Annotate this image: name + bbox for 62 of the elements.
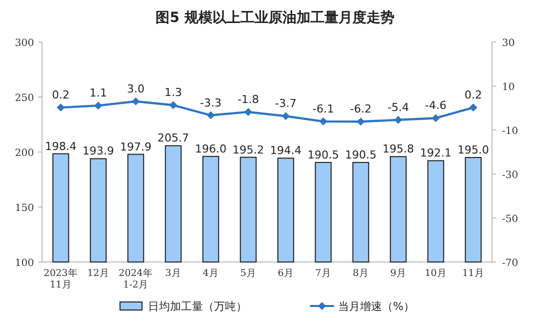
y-tick-label: 200: [14, 148, 34, 159]
point: [244, 108, 252, 116]
data-label: 1.3: [164, 86, 182, 100]
x-tick-label: 7月: [315, 268, 332, 279]
x-tick-label: 9月: [390, 268, 406, 279]
x-tick-label: 2024年 1-2月: [118, 267, 153, 290]
point: [132, 97, 140, 106]
y2-tick-label: -30: [502, 170, 518, 181]
point: [206, 111, 215, 120]
x-tick-label: 12月: [87, 268, 110, 279]
data-label: -3.3: [200, 96, 222, 110]
y-tick-label: 250: [14, 93, 34, 104]
point: [356, 118, 365, 126]
y2-tick-label: -10: [502, 126, 518, 137]
x-tick-label: 5月: [240, 268, 256, 279]
chart-title: 图5 规模以上工业原油加工量月度走势: [156, 9, 394, 26]
y2-tick-label: 10: [502, 82, 515, 93]
data-label: 197.9: [120, 140, 152, 154]
y-tick-label: 300: [14, 38, 34, 49]
y2-tick-label: 30: [502, 38, 515, 49]
data-label: -5.4: [388, 100, 409, 114]
point: [432, 114, 440, 122]
point: [56, 104, 65, 112]
x-tick-label: 4月: [202, 268, 219, 279]
x-tick-label: 8月: [352, 268, 369, 279]
data-label: 190.5: [308, 148, 339, 162]
y2-tick-label: -70: [502, 258, 518, 269]
point: [282, 112, 290, 120]
data-label: 3.0: [127, 82, 144, 96]
data-label: 198.4: [45, 140, 76, 153]
y-tick-label: 150: [14, 203, 34, 214]
legend-label: 日均加工量（万吨）: [148, 300, 247, 313]
data-label: 194.4: [270, 144, 302, 158]
data-label: 190.5: [345, 148, 376, 162]
x-tick-label: 6月: [278, 268, 294, 279]
data-label: 195.8: [382, 142, 414, 156]
data-label: -4.6: [425, 99, 446, 112]
data-label: -6.2: [350, 102, 372, 116]
x-tick-label: 10月: [424, 268, 447, 279]
point: [94, 102, 102, 110]
y2-tick-label: -50: [502, 214, 518, 225]
data-label: 193.9: [82, 144, 114, 158]
data-label: -6.1: [312, 102, 334, 116]
data-label: -1.8: [238, 92, 259, 106]
data-label: 0.2: [52, 88, 70, 102]
point: [169, 101, 178, 110]
point: [394, 116, 402, 124]
data-label: 1.1: [90, 86, 107, 100]
x-tick-label: 2023年 11月: [44, 267, 78, 290]
data-label: 0.2: [464, 88, 482, 102]
data-label: 192.1: [420, 146, 452, 160]
data-label: -3.7: [275, 97, 296, 110]
data-label: 205.7: [158, 132, 189, 145]
data-label: 196.0: [195, 142, 226, 156]
data-label: 195.0: [458, 144, 489, 156]
x-tick-label: 3月: [165, 268, 182, 279]
x-tick-label: 11月: [462, 268, 484, 279]
point: [469, 104, 478, 112]
point: [319, 117, 328, 126]
y-tick-label: 100: [14, 258, 34, 269]
legend-label: 当月增速（%）: [338, 300, 414, 313]
data-label: 195.2: [232, 143, 264, 156]
